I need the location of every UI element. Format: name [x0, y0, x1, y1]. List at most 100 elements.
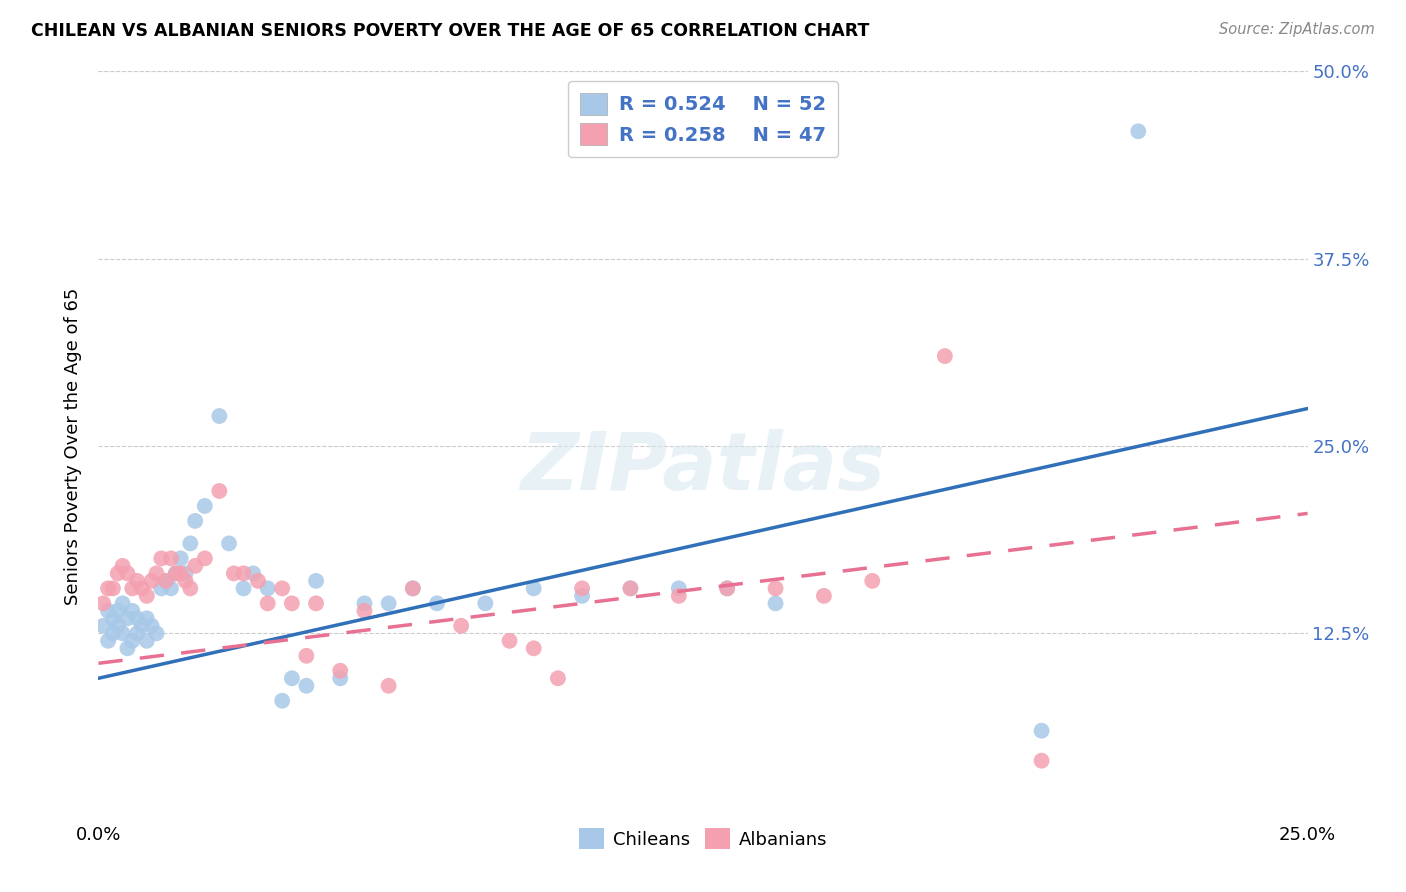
Point	[97, 582, 120, 596]
Point	[107, 566, 129, 581]
Point	[174, 574, 197, 588]
Point	[174, 566, 197, 581]
Point	[329, 671, 352, 685]
Point	[155, 574, 177, 588]
Point	[155, 574, 177, 588]
Point	[107, 619, 129, 633]
Point	[353, 596, 375, 610]
Point	[402, 582, 425, 596]
Point	[131, 582, 153, 596]
Point	[160, 582, 183, 596]
Point	[547, 671, 569, 685]
Point	[97, 633, 120, 648]
Text: CHILEAN VS ALBANIAN SENIORS POVERTY OVER THE AGE OF 65 CORRELATION CHART: CHILEAN VS ALBANIAN SENIORS POVERTY OVER…	[31, 22, 869, 40]
Point	[619, 582, 641, 596]
Point	[184, 514, 207, 528]
Point	[305, 574, 328, 588]
Point	[765, 596, 787, 610]
Point	[121, 604, 143, 618]
Point	[165, 566, 187, 581]
Legend: Chileans, Albanians: Chileans, Albanians	[571, 822, 835, 856]
Point	[450, 619, 472, 633]
Point	[179, 582, 201, 596]
Point	[145, 566, 167, 581]
Point	[145, 626, 167, 640]
Point	[184, 558, 207, 573]
Point	[169, 566, 191, 581]
Point	[1031, 754, 1053, 768]
Point	[716, 582, 738, 596]
Point	[141, 619, 163, 633]
Point	[121, 633, 143, 648]
Point	[111, 558, 134, 573]
Point	[222, 566, 245, 581]
Point	[295, 679, 318, 693]
Point	[281, 671, 304, 685]
Point	[111, 596, 134, 610]
Point	[242, 566, 264, 581]
Point	[91, 619, 114, 633]
Point	[117, 611, 139, 625]
Point	[716, 582, 738, 596]
Point	[247, 574, 270, 588]
Text: ZIPatlas: ZIPatlas	[520, 429, 886, 508]
Point	[934, 349, 956, 363]
Y-axis label: Seniors Poverty Over the Age of 65: Seniors Poverty Over the Age of 65	[65, 287, 83, 605]
Point	[474, 596, 496, 610]
Point	[281, 596, 304, 610]
Point	[127, 611, 149, 625]
Point	[426, 596, 449, 610]
Point	[117, 566, 139, 581]
Point	[860, 574, 883, 588]
Point	[571, 582, 593, 596]
Point	[127, 626, 149, 640]
Point	[271, 582, 294, 596]
Point	[135, 633, 157, 648]
Point	[353, 604, 375, 618]
Point	[668, 582, 690, 596]
Point	[169, 551, 191, 566]
Point	[101, 626, 124, 640]
Point	[160, 551, 183, 566]
Point	[218, 536, 240, 550]
Point	[668, 589, 690, 603]
Point	[765, 582, 787, 596]
Point	[329, 664, 352, 678]
Point	[256, 596, 278, 610]
Point	[121, 582, 143, 596]
Text: Source: ZipAtlas.com: Source: ZipAtlas.com	[1219, 22, 1375, 37]
Point	[232, 582, 254, 596]
Point	[127, 574, 149, 588]
Point	[498, 633, 520, 648]
Point	[523, 582, 546, 596]
Point	[208, 409, 231, 423]
Point	[571, 589, 593, 603]
Point	[111, 626, 134, 640]
Point	[194, 551, 217, 566]
Point	[131, 619, 153, 633]
Point	[135, 589, 157, 603]
Point	[194, 499, 217, 513]
Point	[232, 566, 254, 581]
Point	[377, 679, 399, 693]
Point	[271, 694, 294, 708]
Point	[402, 582, 425, 596]
Point	[377, 596, 399, 610]
Point	[619, 582, 641, 596]
Point	[295, 648, 318, 663]
Point	[150, 551, 173, 566]
Point	[107, 604, 129, 618]
Point	[813, 589, 835, 603]
Point	[1031, 723, 1053, 738]
Point	[523, 641, 546, 656]
Point	[101, 582, 124, 596]
Point	[165, 566, 187, 581]
Point	[305, 596, 328, 610]
Point	[117, 641, 139, 656]
Point	[97, 604, 120, 618]
Point	[1128, 124, 1150, 138]
Point	[256, 582, 278, 596]
Point	[135, 611, 157, 625]
Point	[179, 536, 201, 550]
Point	[101, 611, 124, 625]
